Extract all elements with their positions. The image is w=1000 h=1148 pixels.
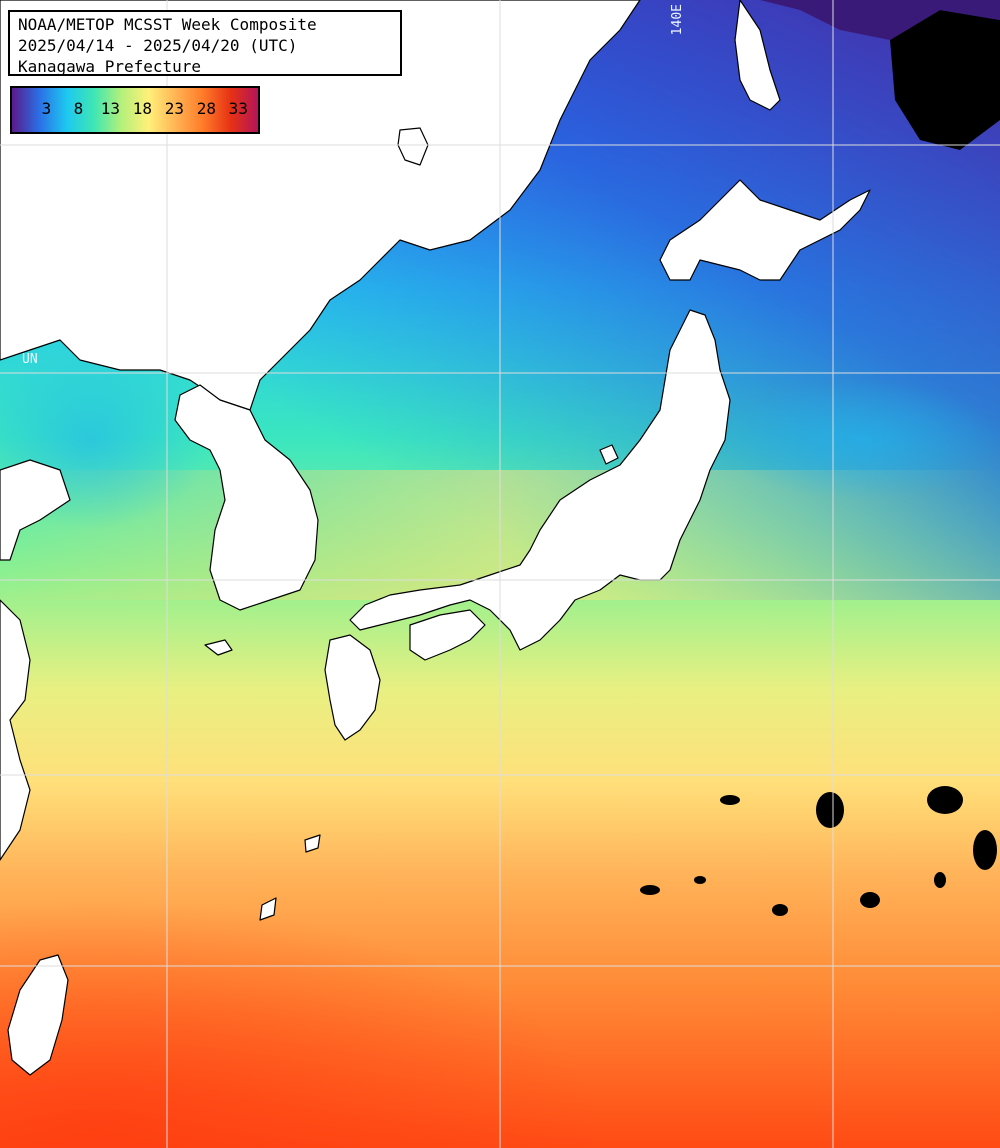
legend-tick-3: 3 bbox=[41, 99, 52, 118]
title-region: Kanagawa Prefecture bbox=[18, 57, 202, 76]
title-product: NOAA/METOP MCSST Week Composite bbox=[18, 15, 317, 34]
map-title-box: NOAA/METOP MCSST Week Composite 2025/04/… bbox=[8, 10, 402, 76]
cloud-mask bbox=[640, 786, 997, 916]
title-date-range: 2025/04/14 - 2025/04/20 (UTC) bbox=[18, 36, 298, 55]
legend-tick-13: 13 bbox=[100, 99, 121, 118]
legend-tick-33: 33 bbox=[228, 99, 248, 118]
legend-tick-18: 18 bbox=[132, 99, 153, 118]
legend-tick-labels: 3 8 13 18 23 28 33 bbox=[12, 99, 258, 121]
legend-tick-8: 8 bbox=[73, 99, 84, 118]
longitude-label: 140E bbox=[670, 4, 685, 36]
legend-tick-28: 28 bbox=[196, 99, 216, 118]
legend-tick-23: 23 bbox=[164, 99, 184, 118]
latitude-label: UN bbox=[22, 352, 38, 367]
temperature-color-legend: 3 8 13 18 23 28 33 bbox=[10, 86, 260, 134]
